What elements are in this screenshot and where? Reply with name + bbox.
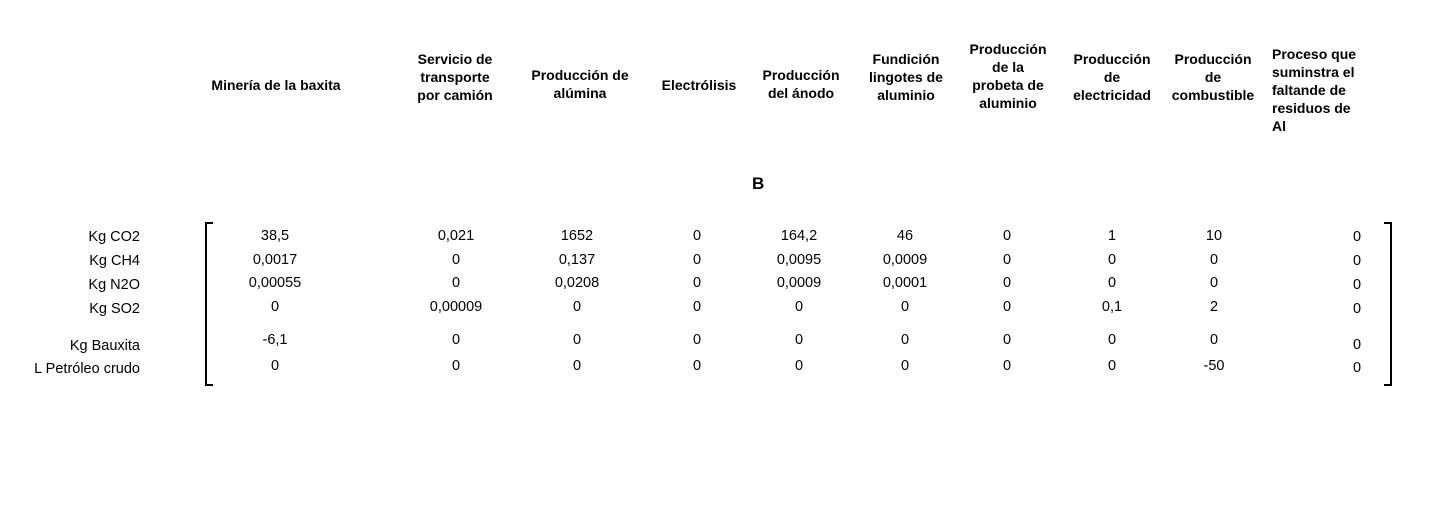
row-label-n2o: Kg N2O	[88, 277, 140, 293]
matrix-cell: 0	[451, 358, 461, 374]
matrix-cell: 0	[451, 332, 461, 348]
column-header-anodo: Producción del ánodo	[762, 67, 840, 101]
matrix-cell: 38,5	[260, 228, 290, 244]
column-header-fundicion: Fundición lingotes de aluminio	[869, 51, 943, 103]
matrix-cell: 0	[572, 358, 582, 374]
matrix-cell: 0,0208	[554, 275, 600, 291]
matrix-cell: 2	[1209, 299, 1219, 315]
matrix-cell: 0	[1107, 358, 1117, 374]
matrix-cell: 0,0009	[776, 275, 822, 291]
matrix-cell: -6,1	[262, 332, 288, 348]
matrix-cell: 1	[1107, 228, 1117, 244]
column-header-probeta: Producción de la probeta de aluminio	[969, 41, 1047, 111]
matrix-cell: 0	[692, 332, 702, 348]
matrix-cell: 0,021	[437, 228, 475, 244]
matrix-cell: 0	[900, 299, 910, 315]
row-label-ch4: Kg CH4	[89, 253, 140, 269]
matrix-cell: 0	[572, 332, 582, 348]
matrix-cell: 0	[794, 299, 804, 315]
matrix-cell: 0	[1002, 358, 1012, 374]
column-header-combustible: Producción de combustible	[1171, 51, 1255, 103]
matrix-cell: 0	[1352, 277, 1362, 293]
matrix-cell: 0,137	[558, 252, 596, 268]
column-header-alumina: Producción de alúmina	[531, 67, 629, 101]
matrix-cell: 0	[692, 252, 702, 268]
matrix-cell: 0,1	[1101, 299, 1123, 315]
row-label-petroleo: L Petróleo crudo	[34, 361, 140, 377]
matrix-cell: 0	[270, 299, 280, 315]
matrix-cell: 0	[572, 299, 582, 315]
matrix-cell: 0	[1352, 253, 1362, 269]
matrix-cell: 0,00009	[429, 299, 483, 315]
row-label-so2: Kg SO2	[89, 301, 140, 317]
matrix-cell: 0	[1352, 301, 1362, 317]
matrix-cell: 0	[900, 332, 910, 348]
matrix-cell: 0	[692, 275, 702, 291]
matrix-cell: 164,2	[780, 228, 818, 244]
matrix-cell: 0	[1107, 252, 1117, 268]
row-label-bauxita: Kg Bauxita	[69, 338, 140, 354]
matrix-cell: 0	[1002, 275, 1012, 291]
matrix-cell: 0	[692, 299, 702, 315]
matrix-cell: 0	[1107, 332, 1117, 348]
matrix-cell: 0	[692, 228, 702, 244]
matrix-cell: 0	[270, 358, 280, 374]
matrix-cell: 0	[1002, 299, 1012, 315]
matrix-cell: 0	[794, 358, 804, 374]
matrix-cell: 1652	[560, 228, 594, 244]
matrix-cell: 0	[692, 358, 702, 374]
matrix-cell: 0	[794, 332, 804, 348]
matrix-cell: 0,0095	[776, 252, 822, 268]
matrix-right-bracket	[1384, 222, 1392, 386]
matrix-cell: 0,00055	[248, 275, 302, 291]
matrix-cell: 46	[896, 228, 914, 244]
matrix-cell: 10	[1205, 228, 1223, 244]
matrix-title: B	[752, 174, 765, 193]
column-header-electrolisis: Electrólisis	[661, 77, 737, 93]
column-header-electricidad: Producción de electricidad	[1073, 51, 1151, 103]
matrix-cell: -50	[1203, 358, 1225, 374]
matrix-cell: 0	[1209, 252, 1219, 268]
matrix-cell: 0	[1209, 275, 1219, 291]
matrix-cell: 0	[1352, 229, 1362, 245]
matrix-cell: 0	[1002, 228, 1012, 244]
matrix-cell: 0	[1352, 360, 1362, 376]
row-label-co2: Kg CO2	[88, 229, 140, 245]
column-header-transporte: Servicio de transporte por camión	[417, 51, 493, 103]
matrix-cell: 0,0009	[882, 252, 928, 268]
matrix-cell: 0	[1352, 337, 1362, 353]
matrix-cell: 0,0017	[252, 252, 298, 268]
matrix-cell: 0	[900, 358, 910, 374]
matrix-cell: 0	[451, 252, 461, 268]
matrix-cell: 0	[1002, 252, 1012, 268]
matrix-cell: 0,0001	[882, 275, 928, 291]
matrix-cell: 0	[1002, 332, 1012, 348]
matrix-cell: 0	[1107, 275, 1117, 291]
column-header-residuos: Proceso que suminstra el faltande de res…	[1272, 46, 1357, 134]
column-header-mineria: Minería de la baxita	[211, 77, 341, 93]
matrix-left-bracket	[205, 222, 213, 386]
matrix-cell: 0	[1209, 332, 1219, 348]
matrix-cell: 0	[451, 275, 461, 291]
